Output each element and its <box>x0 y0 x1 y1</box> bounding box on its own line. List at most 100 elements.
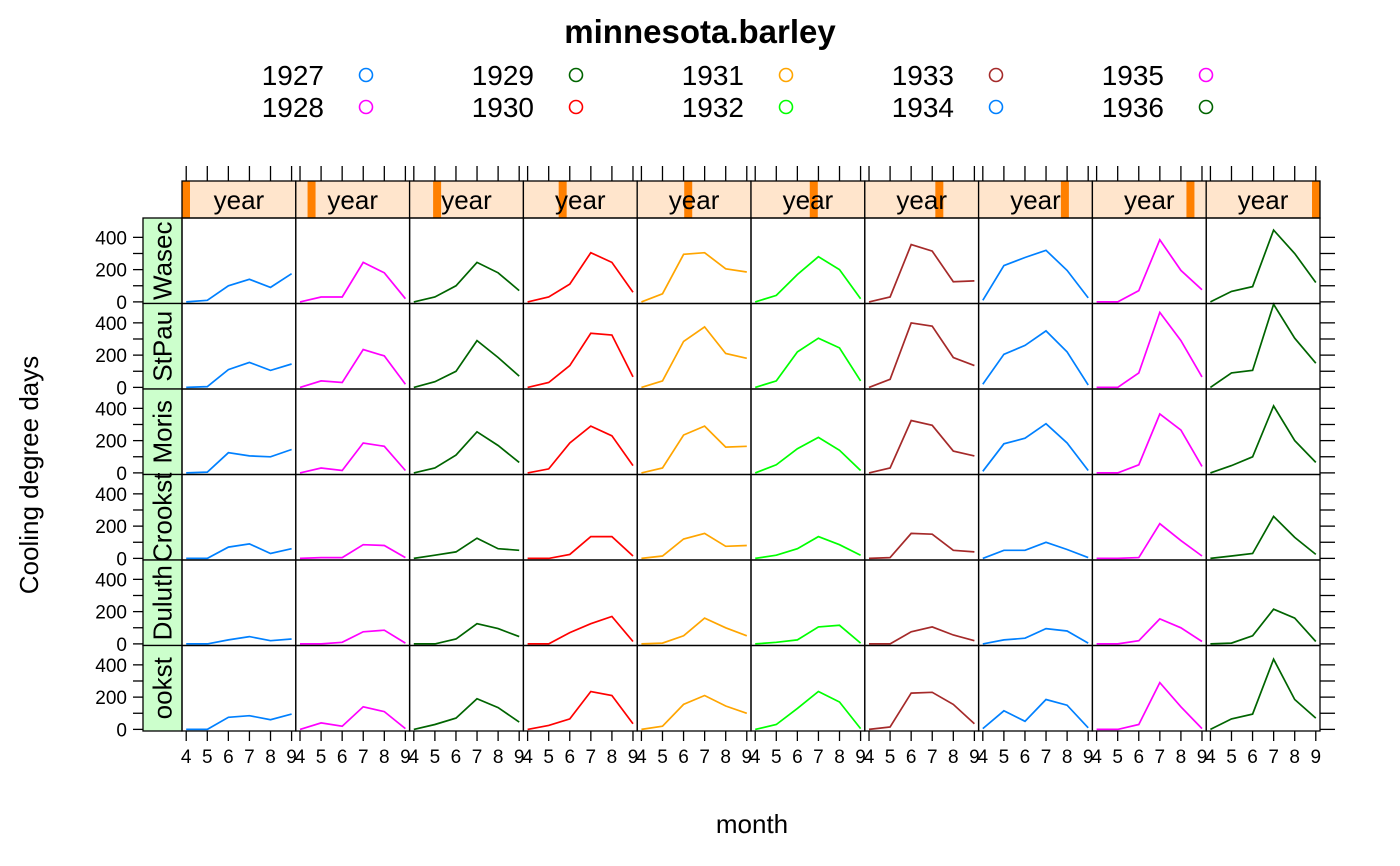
x-tick-label: 4 <box>1205 747 1216 768</box>
x-tick-label: 7 <box>813 747 824 768</box>
panel-border <box>865 475 979 561</box>
legend-marker <box>1200 101 1213 114</box>
x-tick-label: 5 <box>1112 747 1123 768</box>
series-line <box>983 700 1088 729</box>
series-line <box>1210 659 1315 729</box>
panel-border <box>296 475 410 561</box>
panel-border <box>637 560 751 646</box>
legend-label: 1932 <box>682 92 744 123</box>
panel-border <box>637 646 751 732</box>
panel-border <box>410 304 524 390</box>
x-tick-label: 5 <box>1226 747 1237 768</box>
y-tick-label: 400 <box>95 228 127 249</box>
series-line <box>755 625 860 644</box>
series-line <box>186 714 291 729</box>
series-line <box>300 262 405 302</box>
x-tick-label: 4 <box>295 747 306 768</box>
series-line <box>414 262 519 302</box>
series-line <box>1097 240 1202 302</box>
x-tick-label: 5 <box>657 747 668 768</box>
legend-marker <box>570 101 583 114</box>
strip-level-indicator <box>433 181 441 218</box>
panel-border <box>637 304 751 390</box>
series-line <box>983 542 1088 558</box>
x-tick-label: 7 <box>699 747 710 768</box>
panel-border <box>296 304 410 390</box>
y-tick-label: 0 <box>116 549 127 570</box>
legend: 1927192819291930193119321933193419351936 <box>262 60 1213 123</box>
x-tick-label: 7 <box>1155 747 1166 768</box>
legend-label: 1927 <box>262 60 324 91</box>
panel-border <box>751 304 865 390</box>
chart-title: minnesota.barley <box>564 13 836 50</box>
panel-border <box>865 560 979 646</box>
x-tick-label: 6 <box>792 747 803 768</box>
x-tick-label: 4 <box>409 747 420 768</box>
series-line <box>983 250 1088 300</box>
x-tick-label: 8 <box>1289 747 1300 768</box>
panel-border <box>751 646 865 732</box>
series-line <box>528 617 633 644</box>
series-line <box>300 630 405 644</box>
x-tick-label: 8 <box>607 747 618 768</box>
y-tick-label: 400 <box>95 656 127 677</box>
y-axis-title: Cooling degree days <box>14 356 44 595</box>
legend-label: 1934 <box>892 92 954 123</box>
strip-label: year <box>327 185 378 215</box>
legend-marker <box>990 69 1003 82</box>
series-line <box>186 274 291 302</box>
legend-label: 1931 <box>682 60 744 91</box>
series-line <box>414 341 519 388</box>
x-tick-label: 5 <box>543 747 554 768</box>
row-strip-label: Moris <box>148 400 178 464</box>
legend-label: 1935 <box>1102 60 1164 91</box>
x-tick-label: 5 <box>885 747 896 768</box>
legend-label: 1936 <box>1102 92 1164 123</box>
series-line <box>414 538 519 558</box>
panel-border <box>979 218 1093 304</box>
x-tick-label: 5 <box>202 747 213 768</box>
series-line <box>641 696 746 730</box>
strip-label: year <box>555 185 606 215</box>
y-tick-label: 0 <box>116 378 127 399</box>
panel-border <box>865 304 979 390</box>
legend-marker <box>780 101 793 114</box>
y-tick-label: 0 <box>116 720 127 741</box>
x-tick-label: 8 <box>265 747 276 768</box>
strip-label: year <box>1124 185 1175 215</box>
strip-label: year <box>783 185 834 215</box>
x-tick-label: 5 <box>316 747 327 768</box>
series-line <box>1097 312 1202 387</box>
series-line <box>1210 516 1315 558</box>
series-line <box>414 699 519 730</box>
panel-border <box>1206 560 1320 646</box>
series-line <box>528 426 633 473</box>
y-tick-label: 400 <box>95 485 127 506</box>
series-line <box>983 424 1088 472</box>
series-line <box>300 350 405 388</box>
legend-marker <box>1200 69 1213 82</box>
y-tick-label: 200 <box>95 261 127 282</box>
x-tick-label: 4 <box>864 747 875 768</box>
panel-border <box>979 304 1093 390</box>
row-strip-label: Crookst <box>148 472 178 562</box>
series-line <box>869 533 974 558</box>
x-tick-label: 5 <box>999 747 1010 768</box>
series-line <box>1097 619 1202 644</box>
y-tick-label: 0 <box>116 293 127 314</box>
row-strip-label: ookst <box>148 656 178 719</box>
x-tick-label: 6 <box>564 747 575 768</box>
series-line <box>869 323 974 388</box>
series-line <box>641 253 746 302</box>
series-line <box>300 545 405 559</box>
series-line <box>1210 304 1315 387</box>
y-tick-label: 400 <box>95 570 127 591</box>
series-line <box>755 437 860 473</box>
x-tick-label: 8 <box>948 747 959 768</box>
panel-border <box>182 218 296 304</box>
x-tick-label: 4 <box>181 747 192 768</box>
x-tick-label: 7 <box>1041 747 1052 768</box>
series-line <box>983 331 1088 385</box>
series-line <box>869 421 974 473</box>
panel-border <box>751 389 865 475</box>
